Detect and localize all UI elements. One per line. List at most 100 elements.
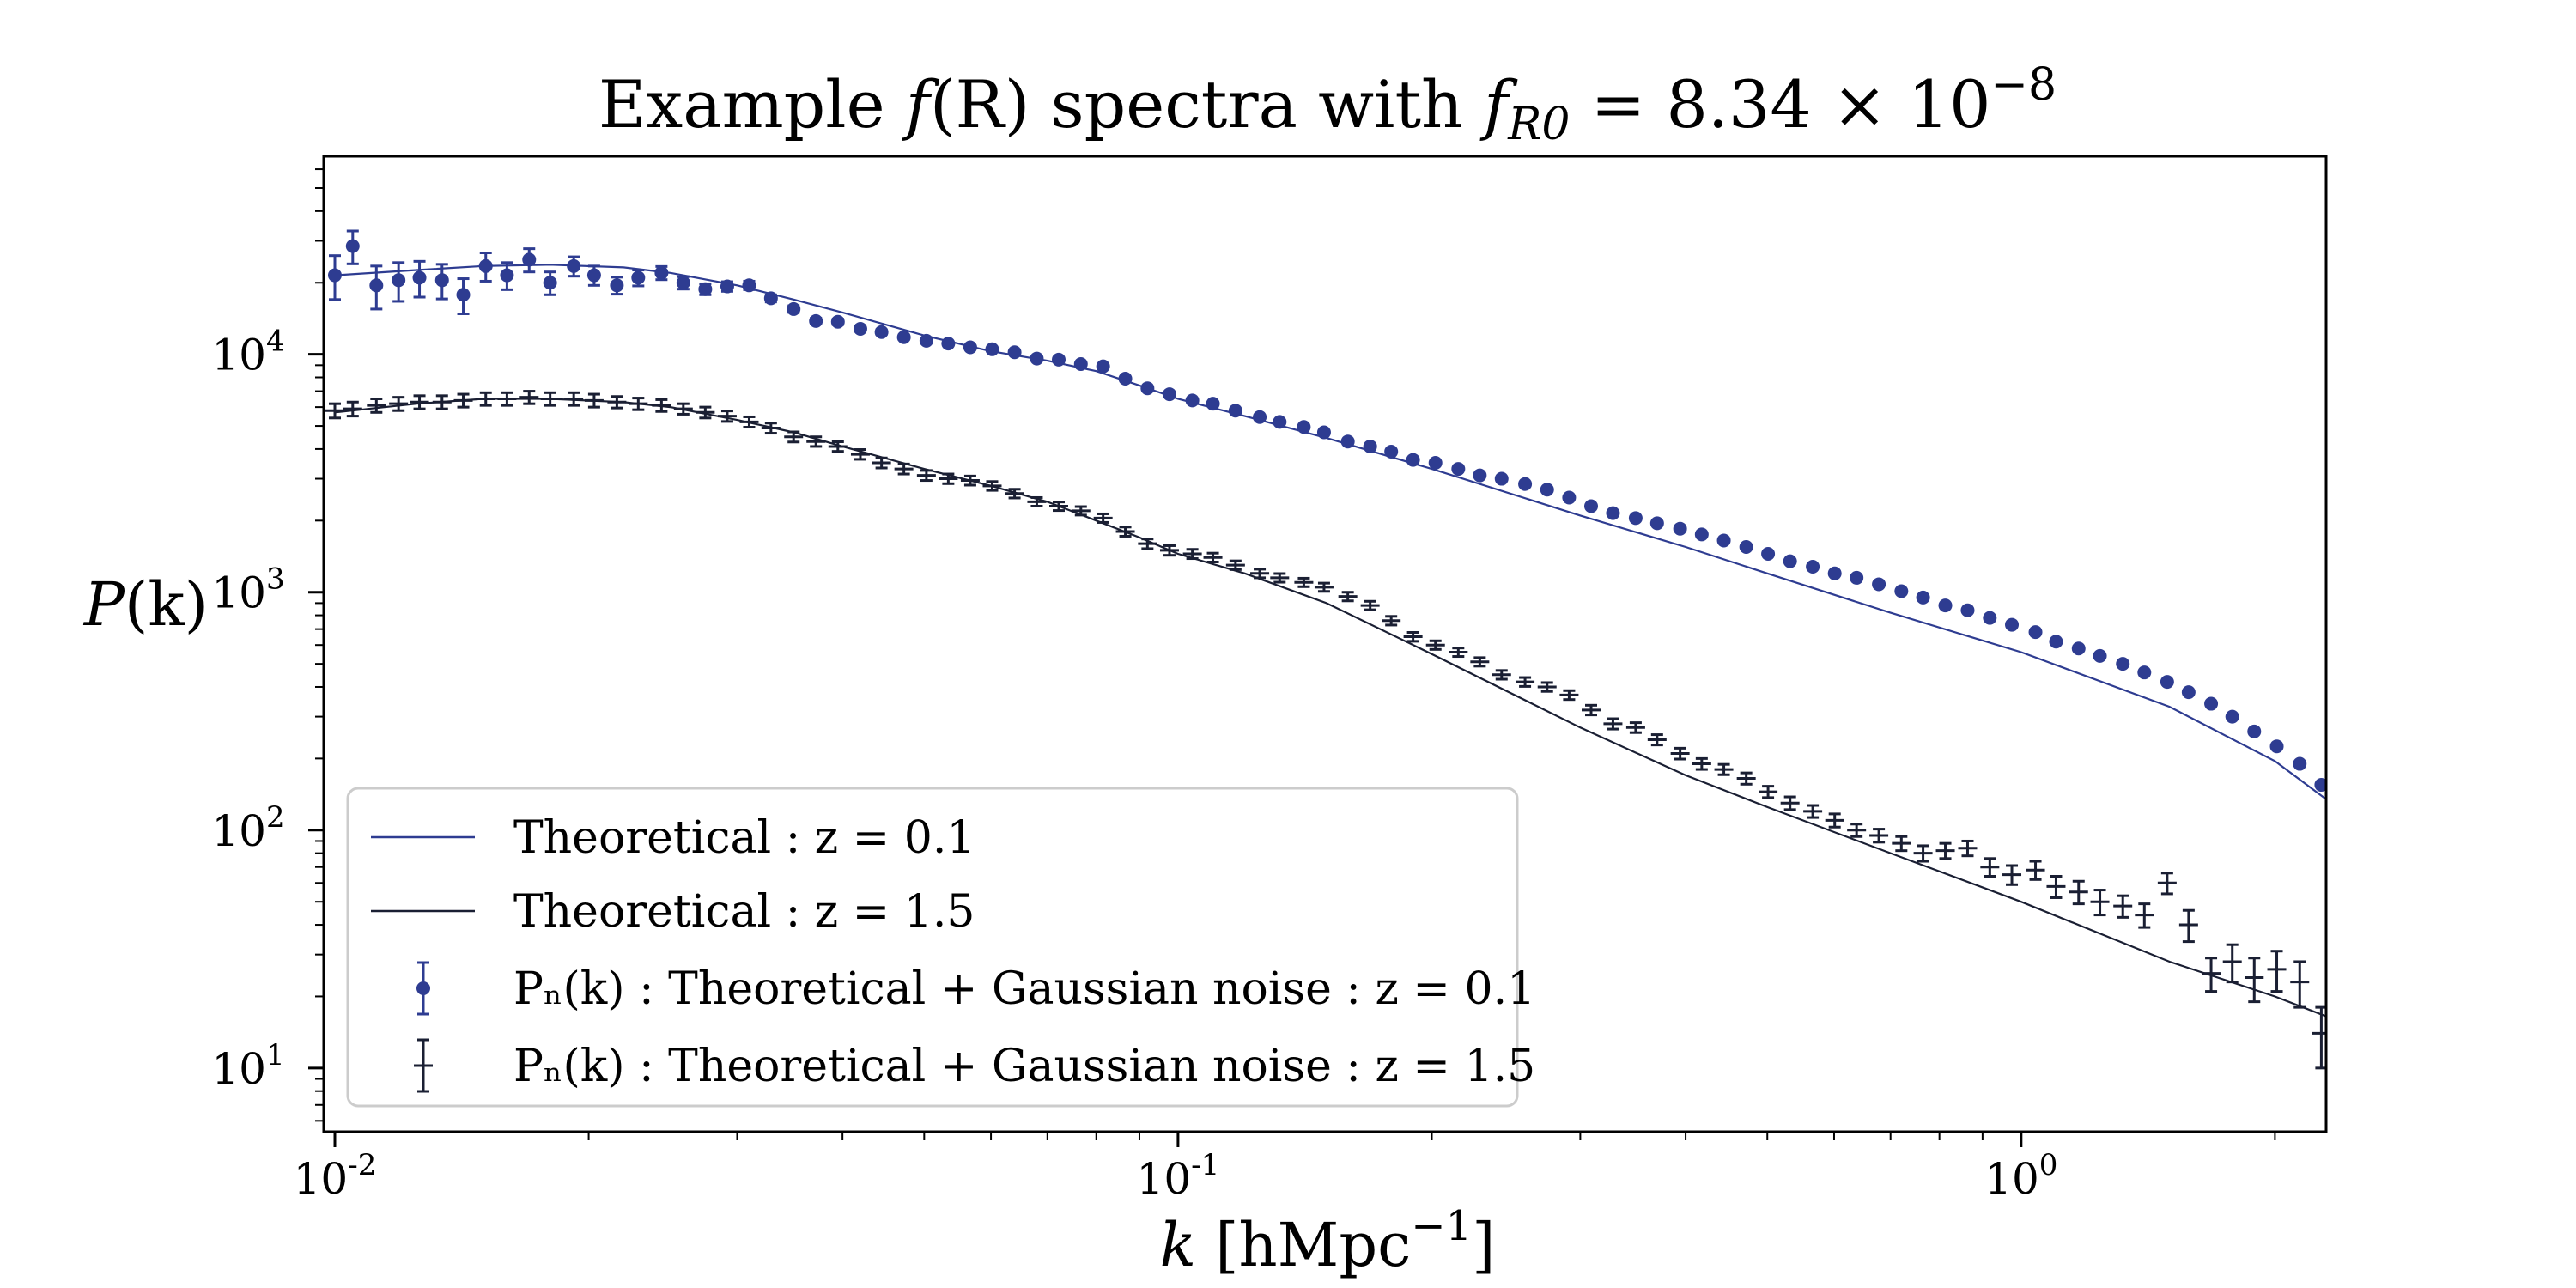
legend-entry: Theoretical : z = 1.5 (371, 886, 975, 938)
data-point (1647, 733, 1667, 747)
data-point (1096, 359, 1110, 374)
data-point (1048, 501, 1068, 513)
dot-marker (1073, 357, 1088, 372)
data-point (1780, 795, 1800, 811)
data-point (2069, 879, 2088, 906)
data-point (652, 398, 671, 413)
dot-marker (456, 288, 471, 302)
x-tick-exponent: -1 (1191, 1148, 1219, 1182)
data-point (1118, 372, 1133, 386)
data-point (1270, 572, 1290, 584)
data-point (389, 396, 409, 412)
dot-marker (1761, 547, 1776, 562)
dot-marker (742, 278, 756, 293)
dot-marker (2049, 635, 2063, 649)
data-point (960, 474, 980, 487)
dot-marker (1340, 434, 1355, 449)
data-point (982, 480, 1002, 492)
data-point (2160, 675, 2174, 690)
data-point (629, 397, 648, 411)
plot-area (322, 155, 2328, 1133)
data-point (1470, 656, 1490, 668)
data-point (369, 264, 384, 311)
data-point (345, 229, 360, 265)
dot-marker (1827, 566, 1842, 580)
data-point (1913, 844, 1933, 863)
title-function-arg: (R) (930, 66, 1030, 143)
title-prefix: Example (598, 66, 906, 143)
x-axis-units-close: ] (1472, 1210, 1495, 1280)
x-tick-exponent: -2 (348, 1148, 376, 1182)
dot-marker (676, 276, 690, 290)
data-point (963, 340, 977, 355)
chart-title: Example f(R) spectra with fR0 = 8.34 × 1… (598, 59, 2057, 150)
data-point (1980, 857, 2000, 878)
data-point (1294, 576, 1314, 588)
data-point (717, 410, 737, 423)
data-point (2267, 950, 2287, 993)
data-point (631, 269, 646, 288)
dot-marker (2204, 696, 2219, 711)
data-point (1625, 721, 1645, 734)
dot-marker (543, 276, 557, 290)
data-point (1297, 420, 1311, 434)
dot-marker (809, 313, 823, 328)
dot-marker (1872, 577, 1886, 592)
y-tick-base: 10 (211, 331, 266, 380)
data-point (676, 275, 690, 291)
data-point (1225, 559, 1245, 571)
data-point (456, 277, 471, 315)
legend-entry: Pₙ(k) : Theoretical + Gaussian noise : z… (416, 961, 1535, 1016)
dot-marker (1273, 415, 1287, 429)
y-tick-label: 104 (211, 325, 284, 380)
y-axis-label: P(k) (82, 569, 208, 640)
title-param-subscript: R0 (1507, 99, 1570, 150)
dot-marker (1518, 477, 1533, 491)
data-point (1869, 828, 1889, 844)
dot-marker (2314, 778, 2326, 793)
data-point (850, 448, 870, 461)
x-tick-label: 100 (1984, 1148, 2057, 1204)
data-point (343, 400, 362, 418)
data-point (522, 247, 537, 274)
data-point (1892, 835, 1911, 853)
data-point (1983, 611, 1997, 625)
dot-marker (2247, 724, 2262, 738)
dot-marker (941, 337, 956, 351)
dot-marker (985, 342, 999, 356)
dot-marker (2181, 685, 2196, 700)
data-point (2137, 665, 2152, 680)
y-tick-label: 103 (211, 562, 284, 618)
data-point (939, 472, 958, 485)
data-point (1382, 615, 1401, 627)
dot-marker (2071, 641, 2086, 656)
data-point (1916, 590, 1930, 605)
data-point (1384, 444, 1399, 459)
data-point (1451, 462, 1466, 477)
data-point (1806, 560, 1820, 574)
data-point (1581, 703, 1601, 717)
data-point (434, 263, 449, 301)
data-point (1736, 771, 1756, 786)
data-point (720, 279, 734, 294)
data-point (1714, 762, 1734, 776)
x-tick-label: 10-1 (1137, 1148, 1220, 1204)
dot-marker (1540, 483, 1554, 497)
data-point (919, 333, 933, 348)
data-point (1253, 410, 1267, 424)
dot-marker (1938, 598, 1953, 613)
data-point (1340, 434, 1355, 449)
dot-marker (1030, 351, 1044, 366)
data-point (392, 261, 406, 303)
legend-box (346, 787, 1519, 1108)
data-point (1228, 404, 1242, 418)
data-point (763, 291, 778, 306)
data-point (787, 301, 801, 316)
dot-marker (327, 268, 342, 283)
data-point (1492, 669, 1511, 681)
dot-marker (896, 330, 911, 344)
x-axis-variable: k (1160, 1210, 1196, 1280)
dot-marker (2225, 709, 2239, 724)
dot-marker (1363, 439, 1377, 453)
data-point (654, 264, 669, 282)
